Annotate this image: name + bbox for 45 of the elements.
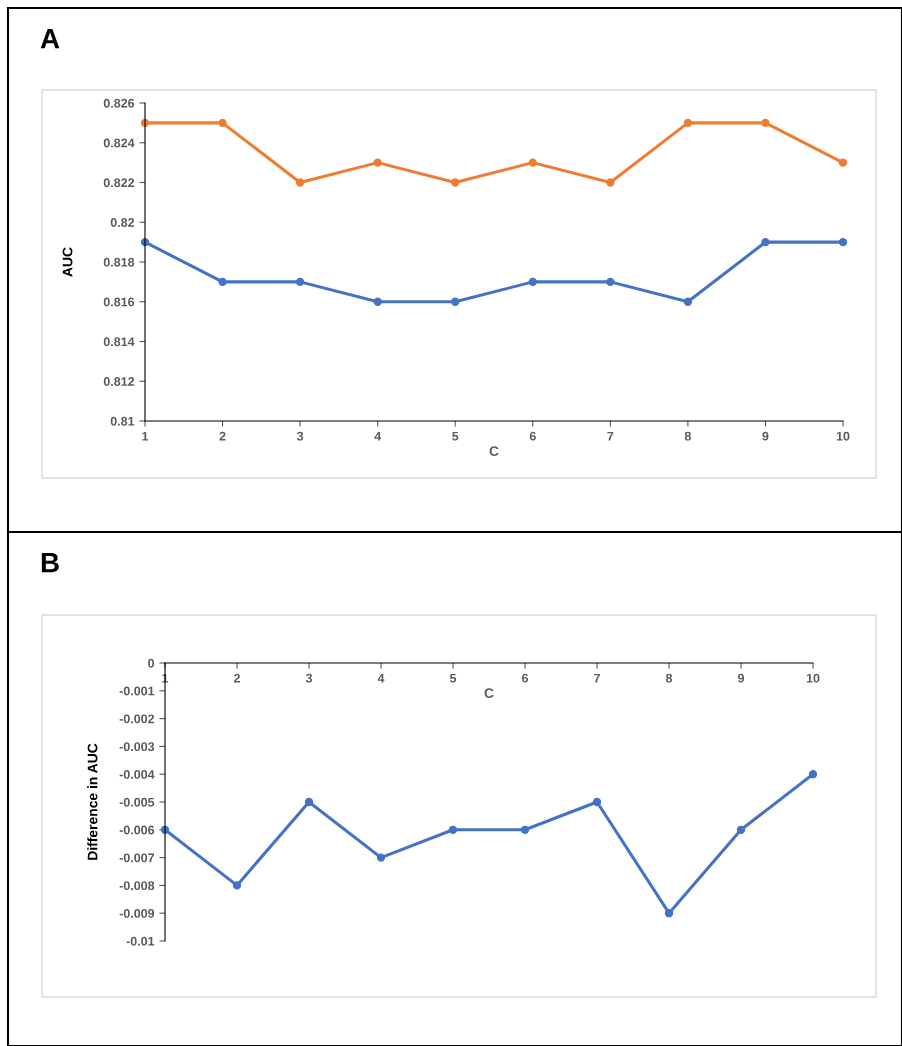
y-tick-label: 0.818 bbox=[103, 257, 135, 267]
x-tick-label: 5 bbox=[452, 431, 459, 441]
y-tick-label: -0.006 bbox=[119, 825, 155, 835]
x-tick-label: 6 bbox=[521, 673, 529, 683]
y-tick-label: 0.814 bbox=[103, 337, 135, 347]
y-tick-label: 0.82 bbox=[110, 218, 135, 227]
x-tick-label: 2 bbox=[233, 673, 240, 683]
y-tick-label: -0.009 bbox=[119, 909, 155, 918]
y-tick-label: -0.004 bbox=[119, 770, 155, 779]
x-tick-label: 4 bbox=[377, 673, 385, 683]
y-tick-label: 0.826 bbox=[103, 98, 135, 108]
x-tick-label: 6 bbox=[529, 431, 536, 441]
x-tick-label: 10 bbox=[806, 673, 820, 683]
x-tick-label: 1 bbox=[142, 431, 149, 441]
x-tick-label: 9 bbox=[762, 431, 769, 441]
y-tick-label: -0.002 bbox=[119, 714, 155, 724]
x-tick-label: 10 bbox=[836, 431, 850, 441]
x-tick-label: 7 bbox=[607, 431, 614, 441]
x-tick-label: 3 bbox=[296, 431, 304, 441]
y-tick-label: 0.816 bbox=[103, 297, 135, 307]
y-tick-label: 0.812 bbox=[103, 377, 135, 386]
y-tick-label: 0.822 bbox=[103, 178, 135, 188]
x-tick-label: 7 bbox=[594, 673, 600, 683]
chart-title: A bbox=[40, 29, 60, 49]
x-tick-label: 8 bbox=[665, 673, 673, 683]
y-tick-label: -0.003 bbox=[119, 742, 155, 752]
x-axis-title: C bbox=[484, 688, 494, 699]
y-tick-label: 0 bbox=[148, 658, 155, 668]
chart-title: B bbox=[41, 553, 59, 573]
y-tick-label: -0.008 bbox=[119, 881, 155, 891]
y-tick-label: -0.001 bbox=[119, 686, 155, 696]
y-tick-label: -0.005 bbox=[119, 797, 155, 807]
x-tick-label: 9 bbox=[737, 673, 745, 683]
y-tick-label: -0.01 bbox=[126, 936, 155, 946]
x-tick-label: 4 bbox=[374, 431, 382, 441]
x-tick-label: 5 bbox=[449, 673, 457, 683]
y-tick-label: 0.824 bbox=[103, 138, 135, 148]
x-tick-label: 3 bbox=[305, 673, 313, 683]
y-axis-title: AUC bbox=[62, 247, 73, 277]
y-tick-label: -0.007 bbox=[119, 853, 155, 863]
x-tick-label: 8 bbox=[684, 431, 691, 441]
y-tick-label: 0.81 bbox=[110, 416, 135, 426]
x-axis-title: C bbox=[489, 446, 499, 457]
y-axis-title: Difference in AUC bbox=[87, 743, 98, 860]
x-tick-label: 2 bbox=[219, 431, 226, 441]
